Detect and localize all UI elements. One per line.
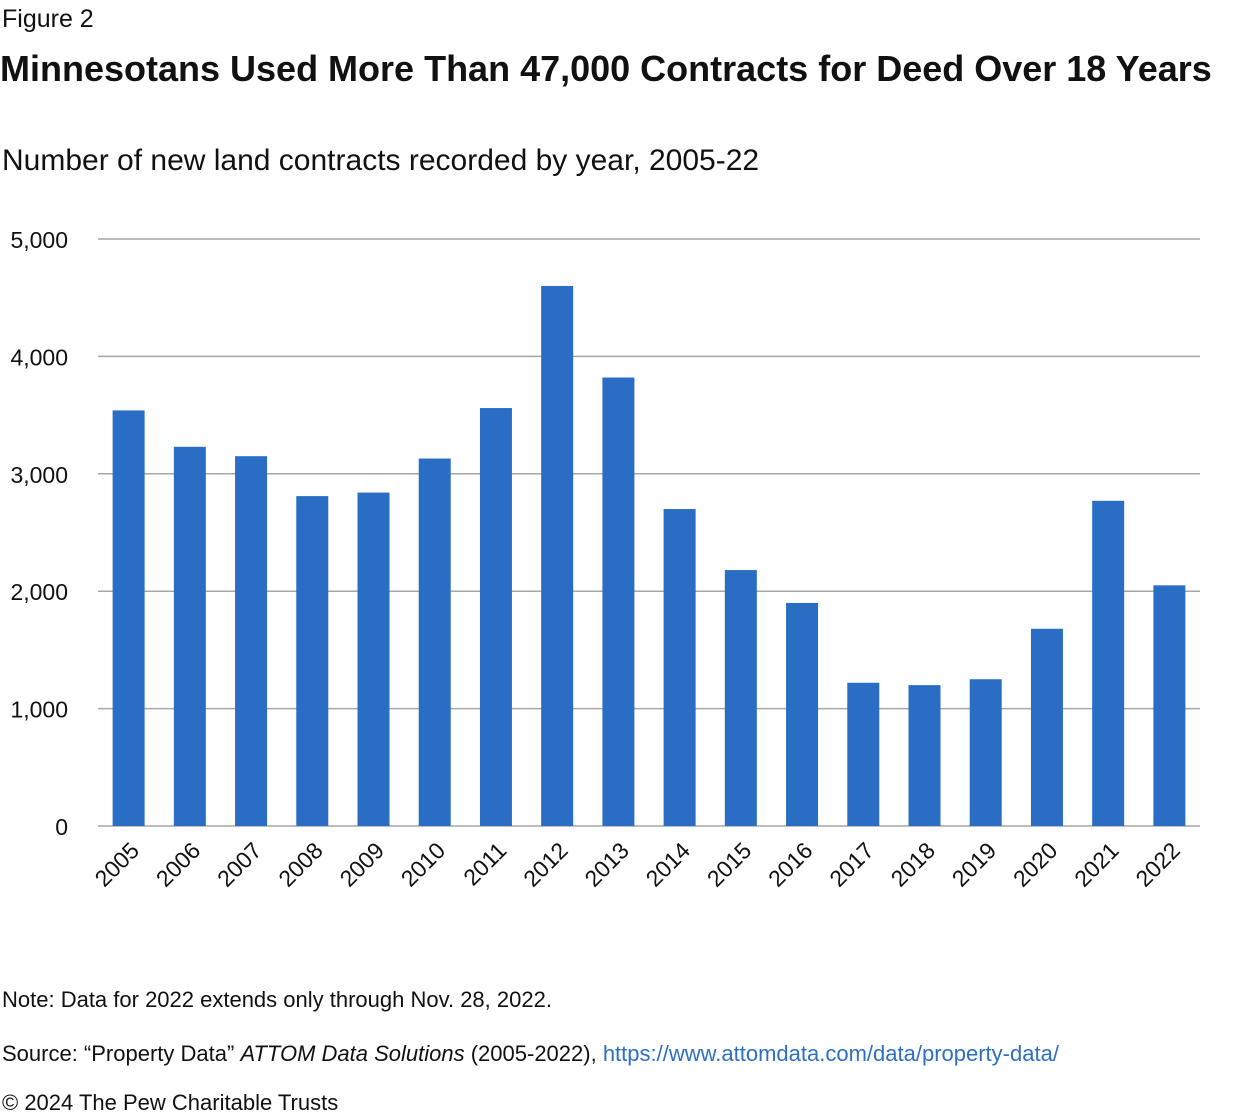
- bar-2021: [1092, 500, 1125, 826]
- source-years: (2005-2022),: [464, 1041, 603, 1066]
- source-link[interactable]: https://www.attomdata.com/data/property-…: [602, 1041, 1059, 1066]
- x-tick-label: 2016: [763, 837, 818, 892]
- bar-2015: [724, 570, 757, 826]
- bar-2006: [173, 446, 206, 826]
- bar-2011: [479, 408, 512, 826]
- chart-title: Minnesotans Used More Than 47,000 Contra…: [0, 48, 1212, 89]
- x-tick-label: 2021: [1069, 837, 1124, 892]
- chart-note: Note: Data for 2022 extends only through…: [2, 987, 552, 1012]
- x-tick-label: 2020: [1008, 837, 1063, 892]
- chart-source: Source: “Property Data” ATTOM Data Solut…: [2, 1040, 1059, 1068]
- x-tick-label: 2022: [1130, 837, 1185, 892]
- bar-2009: [357, 492, 390, 826]
- x-tick-label: 2019: [947, 837, 1002, 892]
- copyright: © 2024 The Pew Charitable Trusts: [2, 1090, 339, 1115]
- chart-subtitle: Number of new land contracts recorded by…: [2, 144, 760, 177]
- bar-2010: [418, 458, 451, 826]
- bar-2012: [541, 285, 574, 827]
- bar-2022: [1153, 585, 1186, 826]
- x-tick-label: 2017: [824, 837, 879, 892]
- figure-label: Figure 2: [2, 5, 94, 33]
- gridlines: [98, 238, 1200, 827]
- bar-2008: [296, 496, 329, 826]
- source-prefix: Source: “Property Data”: [2, 1041, 241, 1066]
- bar-2019: [969, 679, 1002, 826]
- bar-2007: [235, 456, 268, 826]
- bar-2005: [112, 410, 145, 826]
- bar-2016: [786, 602, 819, 826]
- y-axis-ticks: 0 1,000 2,000 3,000 4,000 5,000: [10, 227, 68, 840]
- x-tick-label: 2018: [885, 837, 940, 892]
- x-tick-label: 2009: [334, 837, 389, 892]
- x-tick-label: 2014: [641, 837, 696, 892]
- y-tick-label: 2,000: [10, 579, 68, 605]
- x-tick-label: 2011: [458, 837, 511, 890]
- x-tick-label: 2010: [396, 837, 451, 892]
- x-tick-label: 2013: [579, 837, 634, 892]
- y-tick-label: 0: [55, 814, 68, 840]
- y-tick-label: 4,000: [10, 344, 68, 370]
- bars: [112, 285, 1186, 827]
- x-tick-label: 2005: [90, 837, 145, 892]
- bar-2020: [1030, 628, 1063, 826]
- x-tick-label: 2012: [518, 837, 573, 892]
- source-publication: ATTOM Data Solutions: [240, 1041, 465, 1066]
- bar-2013: [602, 377, 635, 826]
- bar-2014: [663, 509, 696, 826]
- x-tick-label: 2007: [212, 837, 267, 892]
- y-tick-label: 5,000: [10, 227, 68, 253]
- x-tick-label: 2008: [273, 837, 328, 892]
- x-tick-label: 2006: [151, 837, 206, 892]
- x-axis-ticks: 2005 2006 2007 2008 2009 2010 2011 2012 2013 2014…: [90, 837, 1185, 892]
- y-tick-label: 3,000: [10, 462, 68, 488]
- bar-2017: [847, 682, 880, 826]
- bar-2018: [908, 685, 941, 826]
- y-tick-label: 1,000: [10, 697, 68, 723]
- x-tick-label: 2015: [702, 837, 757, 892]
